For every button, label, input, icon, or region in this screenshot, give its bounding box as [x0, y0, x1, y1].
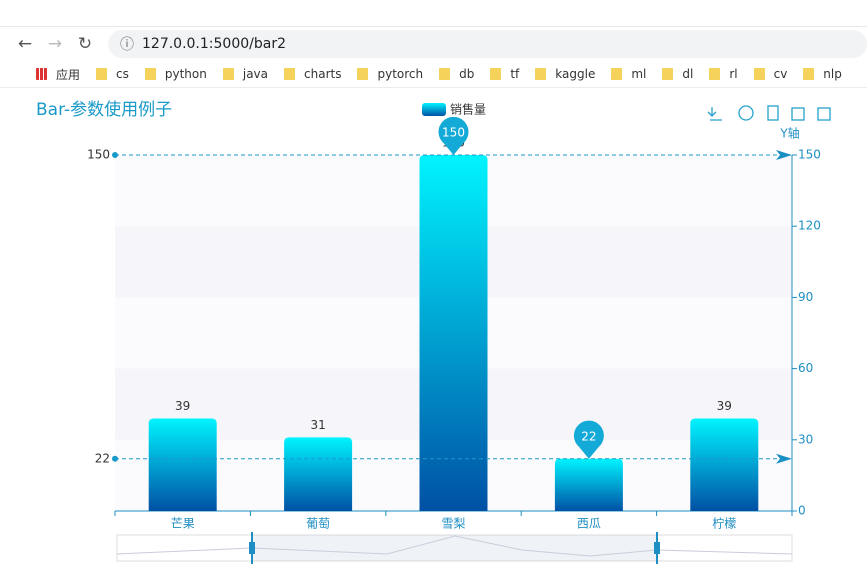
- url-bar[interactable]: ⓘ 127.0.0.1:5000/bar2: [108, 30, 867, 58]
- bookmark[interactable]: java: [222, 67, 269, 81]
- bookmark[interactable]: pytorch: [357, 67, 423, 81]
- bookmark-icon: [144, 68, 156, 80]
- bookmark-icon: [439, 68, 451, 80]
- bookmark-icon: [709, 68, 721, 80]
- y-tick-label: 90: [798, 290, 813, 304]
- bookmark[interactable]: ml: [611, 67, 646, 81]
- bar: [148, 418, 217, 511]
- x-tick-label: 柠檬: [712, 516, 736, 531]
- bookmark-label: tf: [510, 67, 520, 81]
- legend-label: 销售量: [450, 102, 486, 117]
- data-zoom-grip[interactable]: [654, 542, 660, 554]
- bookmark-icon: [284, 68, 296, 80]
- bookmark-icon: [357, 68, 369, 80]
- data-label: 31: [310, 418, 325, 432]
- address-row: ← → ↻ ⓘ 127.0.0.1:5000/bar2: [0, 27, 867, 61]
- bookmark[interactable]: kaggle: [535, 67, 595, 81]
- bookmark-label: kaggle: [555, 67, 596, 81]
- y-axis-label: Y轴: [779, 126, 799, 141]
- y-tick-label: 120: [798, 219, 821, 233]
- bookmark-label: db: [459, 67, 475, 81]
- bookmark-icon: [36, 68, 47, 80]
- bookmark-icon: [535, 68, 547, 80]
- data-zoom-window: [252, 535, 657, 561]
- bookmark-label: nlp: [823, 67, 842, 81]
- data-label: 39: [717, 399, 732, 413]
- bar: [690, 418, 759, 511]
- mark-line-start: [112, 152, 118, 158]
- bookmark-icon: [222, 68, 234, 80]
- bookmark-icon: [753, 68, 765, 80]
- bookmarks-bar: 应用 cs python java charts pytorch db tf kaggle ml d…: [0, 61, 867, 88]
- data-view-icon[interactable]: [767, 105, 779, 121]
- bookmark-label: ml: [631, 67, 647, 81]
- bookmark-icon: [611, 68, 623, 80]
- bookmark-label: python: [164, 67, 207, 81]
- bar: [419, 155, 488, 511]
- bookmark-label: pytorch: [377, 67, 424, 81]
- reload-button[interactable]: ↻: [77, 34, 93, 54]
- bookmark[interactable]: nlp: [803, 67, 842, 81]
- bar: [554, 458, 623, 511]
- zoom-icon[interactable]: [791, 107, 805, 121]
- bookmark[interactable]: python: [144, 67, 207, 81]
- bookmark-label: 应用: [56, 67, 81, 82]
- x-tick-label: 芒果: [171, 516, 195, 531]
- mark-point-label: 22: [581, 429, 596, 443]
- mark-line-arrow: [776, 150, 792, 160]
- x-tick-label: 西瓜: [577, 517, 601, 531]
- y-tick-label: 60: [798, 361, 813, 375]
- chart: Bar-参数使用例子 销售量 Y轴 0 30 60 90 120 150 39 芒果 31 葡萄 150…: [36, 99, 831, 564]
- mark-point-label: 150: [442, 126, 465, 140]
- back-button[interactable]: ←: [17, 34, 33, 54]
- mark-line-label: 22: [95, 451, 110, 465]
- bookmark-label: java: [242, 67, 269, 81]
- bookmark-label: cv: [773, 67, 788, 81]
- bookmark-icon: [96, 68, 108, 80]
- y-tick-label: 0: [798, 504, 806, 518]
- y-tick-label: 150: [798, 148, 821, 162]
- bookmark-icon: [803, 68, 815, 80]
- mark-line-label: 150: [87, 148, 110, 162]
- bookmark[interactable]: 应用: [36, 66, 80, 83]
- url-text: 127.0.0.1:5000/bar2: [142, 36, 286, 52]
- bookmark-label: charts: [304, 67, 342, 81]
- bookmark[interactable]: rl: [709, 67, 738, 81]
- bookmark[interactable]: tf: [490, 67, 519, 81]
- mark-line-start: [112, 455, 118, 462]
- legend-swatch: [422, 103, 446, 116]
- data-zoom-grip[interactable]: [249, 542, 255, 554]
- mark-point: [573, 420, 604, 459]
- bookmark-icon: [662, 68, 674, 80]
- data-zoom-shadow: [116, 535, 793, 557]
- bookmark[interactable]: db: [439, 67, 474, 81]
- x-tick-label: 雪梨: [441, 517, 465, 531]
- x-tick-label: 葡萄: [306, 517, 330, 531]
- bookmark-label: dl: [682, 67, 694, 81]
- bookmark-label: rl: [729, 67, 738, 81]
- data-label: 39: [175, 399, 190, 413]
- bookmark[interactable]: cs: [96, 67, 129, 81]
- bookmark[interactable]: charts: [284, 67, 341, 81]
- zoom-back-icon[interactable]: [817, 107, 831, 121]
- bar: [284, 437, 353, 511]
- mark-point: [438, 116, 469, 155]
- restore-icon[interactable]: [738, 105, 754, 121]
- chart-title: Bar-参数使用例子: [36, 99, 172, 120]
- save-icon[interactable]: [707, 107, 722, 121]
- bookmark[interactable]: cv: [753, 67, 788, 81]
- toolbox[interactable]: [707, 105, 831, 121]
- y-tick-label: 30: [798, 432, 813, 446]
- bookmark-label: cs: [116, 67, 129, 81]
- forward-button[interactable]: →: [47, 34, 63, 54]
- bookmark[interactable]: dl: [662, 67, 693, 81]
- mark-line-arrow: [776, 453, 792, 464]
- tab-strip: [0, 0, 867, 27]
- bookmark-icon: [490, 68, 502, 80]
- data-zoom: [116, 534, 793, 562]
